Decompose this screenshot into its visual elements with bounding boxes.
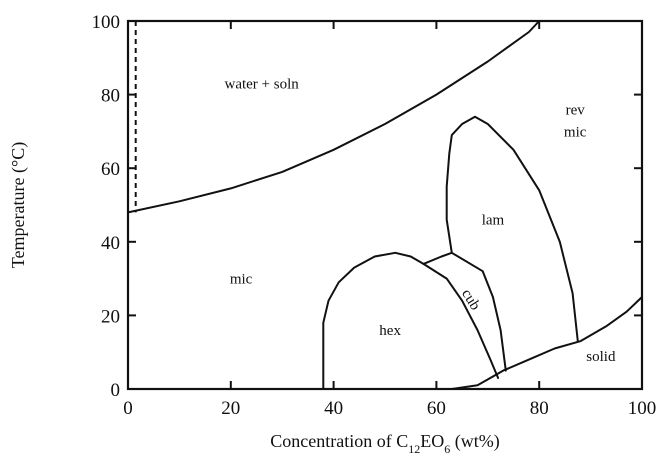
region-label: rev (566, 102, 586, 118)
region-label: mic (564, 124, 587, 140)
phase-boundary-line-3 (422, 262, 500, 379)
phase-boundary-line-7 (450, 296, 643, 390)
region-label: lam (482, 213, 505, 229)
region-label: solid (586, 349, 616, 365)
x-tick-label: 40 (324, 398, 343, 419)
x-tick-label: 80 (530, 398, 549, 419)
y-axis-ticks: 0 20 40 60 80 100 (92, 12, 642, 401)
phase-boundary-line-6 (445, 115, 579, 343)
region-label: cub (458, 286, 483, 313)
phase-boundary-line-4 (422, 251, 453, 265)
y-tick-label: 100 (92, 12, 121, 33)
x-tick-label: 0 (123, 398, 133, 419)
region-label: hex (379, 323, 401, 339)
x-axis-title: Concentration of C12EO6 (wt%) (270, 431, 499, 455)
region-labels: water + soln rev mic lam mic hex cub solid (224, 77, 615, 365)
phase-boundaries (127, 20, 643, 390)
plot-frame (126, 19, 644, 391)
y-tick-label: 60 (101, 159, 120, 180)
y-tick-label: 20 (101, 306, 120, 327)
region-label: mic (230, 272, 253, 288)
x-axis-ticks: 0 20 40 60 80 100 (123, 21, 656, 419)
phase-boundary-line-0 (127, 20, 541, 214)
x-tick-label: 60 (427, 398, 446, 419)
phase-boundary-line-2 (322, 251, 425, 390)
y-tick-label: 0 (111, 380, 121, 401)
x-tick-label: 100 (628, 398, 657, 419)
phase-boundary-line-5 (450, 251, 507, 372)
x-tick-label: 20 (221, 398, 240, 419)
y-axis-title: Temperature (°C) (8, 142, 29, 268)
y-tick-label: 40 (101, 233, 120, 254)
region-label: water + soln (224, 77, 299, 93)
y-tick-label: 80 (101, 86, 120, 107)
